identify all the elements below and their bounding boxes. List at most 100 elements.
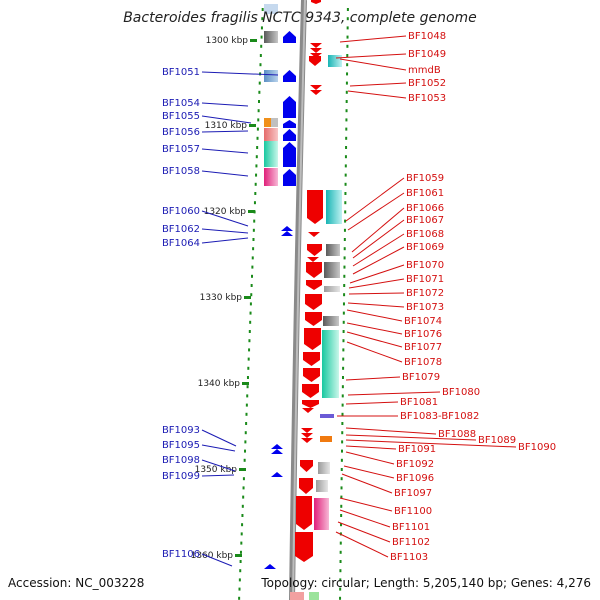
right-leader-line (345, 427, 437, 435)
tick-dot (344, 219, 347, 223)
tick-dot (258, 81, 261, 85)
tick-dot (340, 477, 343, 481)
right-leader-line (339, 58, 407, 71)
gene-box (264, 4, 278, 14)
reverse-gene-arrow (302, 384, 319, 398)
left-gene-label: BF1106 (162, 549, 200, 560)
right-gene-label: BF1083-BF1082 (400, 411, 479, 422)
tick-dot (340, 504, 343, 508)
kbp-tick-label: 1360 kbp (191, 551, 234, 561)
forward-gene-arrow (281, 231, 293, 236)
left-gene-label: BF1051 (162, 67, 200, 78)
kbp-tick-mark (244, 296, 251, 299)
right-gene-label: BF1052 (408, 78, 446, 89)
gene-box (326, 190, 342, 224)
right-gene-label: BF1076 (404, 329, 442, 340)
forward-gene-arrow (283, 31, 296, 43)
tick-dot (344, 173, 347, 177)
gene-box (264, 128, 278, 141)
reverse-gene-arrow (307, 257, 319, 262)
right-gene-label: BF1101 (392, 522, 430, 533)
gene-box (264, 168, 278, 186)
right-leader-line (351, 207, 405, 253)
right-leader-line (346, 331, 403, 348)
tick-dot (246, 394, 249, 398)
kbp-tick-label: 1350 kbp (195, 465, 238, 475)
left-leader-line (201, 444, 236, 452)
tick-dot (250, 293, 253, 297)
tick-dot (253, 201, 256, 205)
tick-dot (341, 422, 344, 425)
tick-dot (252, 247, 255, 251)
tick-dot (251, 256, 254, 260)
right-gene-label: BF1097 (394, 488, 432, 499)
reverse-gene-arrow (307, 190, 323, 224)
tick-dot (239, 550, 242, 554)
right-leader-lines (335, 35, 517, 558)
reverse-gene-arrow (302, 408, 314, 413)
tick-dot (261, 8, 264, 11)
right-gene-label: BF1102 (392, 537, 430, 548)
tick-dot (242, 495, 245, 499)
tick-dot (256, 127, 259, 131)
tick-dot (238, 596, 241, 600)
tick-dot (257, 109, 260, 113)
tick-dot (340, 468, 343, 471)
right-leader-line (345, 434, 477, 441)
right-gene-label: BF1071 (406, 274, 444, 285)
forward-gene-arrow (271, 444, 283, 449)
tick-dot (238, 578, 241, 582)
tick-dot (339, 550, 342, 554)
tick-dot (250, 284, 253, 287)
left-leader-line (201, 148, 249, 154)
tick-dot (340, 523, 343, 527)
tick-dot (251, 265, 254, 269)
tick-dot (261, 17, 264, 21)
right-leader-line (352, 219, 405, 259)
tick-dot (258, 90, 261, 94)
right-leader-line (347, 302, 405, 308)
reverse-gene-arrow (301, 433, 313, 438)
tick-dot (341, 412, 344, 416)
tick-dot (345, 118, 348, 122)
gene-box (264, 141, 278, 167)
right-leader-line (349, 264, 405, 284)
tick-dot-tracks (238, 8, 349, 600)
tick-dot (244, 431, 247, 435)
reverse-gene-arrow (303, 352, 320, 366)
kbp-tick-label: 1320 kbp (204, 207, 247, 217)
tick-dot (255, 155, 258, 159)
forward-gene-arrow (271, 449, 283, 454)
tick-dot (239, 560, 242, 563)
tick-dot (342, 320, 345, 324)
right-gene-label: BF1078 (404, 357, 442, 368)
right-gene-label: BF1053 (408, 93, 446, 104)
gene-box (314, 498, 329, 530)
tick-dot (247, 366, 250, 370)
left-gene-label: BF1056 (162, 127, 200, 138)
right-gene-label: BF1089 (478, 435, 516, 446)
right-leader-line (339, 35, 407, 43)
reverse-gene-arrow (303, 368, 320, 382)
tick-dot (241, 514, 244, 517)
right-leader-line (347, 192, 405, 231)
kbp-tick-mark (242, 382, 249, 385)
right-gene-label: BF1079 (402, 372, 440, 383)
gene-box (271, 118, 278, 127)
tick-dot (242, 477, 245, 481)
right-gene-label: BF1088 (438, 429, 476, 440)
reverse-gene-arrow (306, 280, 322, 290)
tick-dot (339, 569, 342, 573)
tick-dot (344, 164, 347, 168)
kbp-tick-label: 1340 kbp (198, 379, 241, 389)
tick-dot (346, 72, 349, 76)
gene-box (318, 462, 330, 474)
right-gene-label: BF1074 (404, 316, 442, 327)
tick-dot (248, 348, 251, 352)
tick-dot (341, 431, 344, 435)
right-leader-line (347, 90, 407, 99)
left-leader-line (201, 130, 249, 133)
right-gene-label: BF1100 (394, 506, 432, 517)
right-leader-line (348, 292, 405, 295)
